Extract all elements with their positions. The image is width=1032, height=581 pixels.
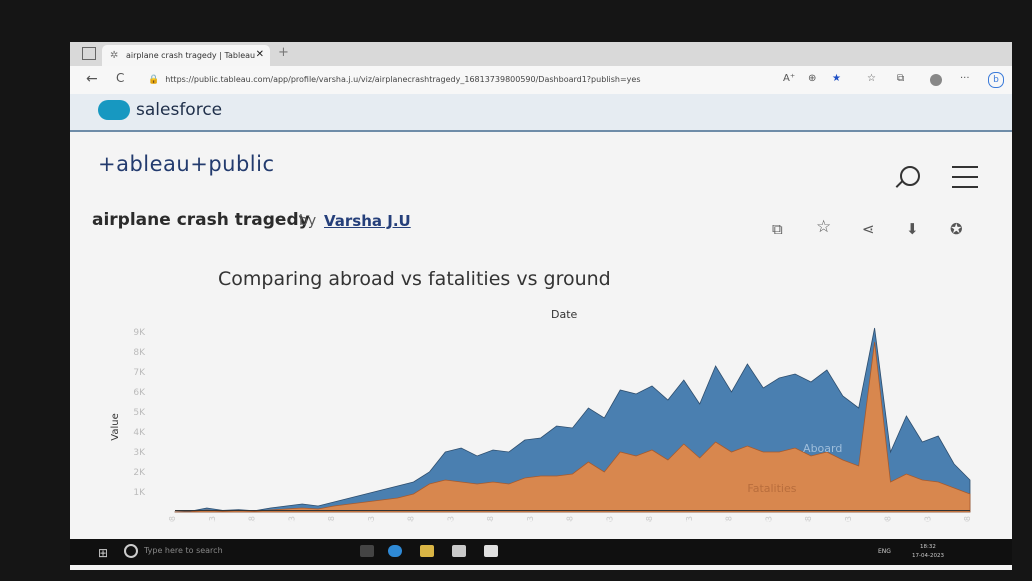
cortana-icon[interactable] xyxy=(124,544,138,558)
x-tick-label: 1988 xyxy=(804,516,813,522)
x-axis-label: Date xyxy=(551,308,578,321)
browser-window: ▢ ✲ airplane crash tragedy | Tableau ✕ +… xyxy=(70,42,1012,570)
x-tick-label: 1953 xyxy=(526,516,535,522)
x-tick-label: 1908 xyxy=(168,516,177,522)
file-explorer-icon[interactable] xyxy=(420,545,434,557)
bing-icon[interactable]: b xyxy=(988,72,1004,88)
x-tick-label: 1973 xyxy=(685,516,694,522)
area-chart: Value 1K 2K 3K 4K 5K 6K 7K 8K 9K Aboard Fatalities 1… xyxy=(110,327,972,522)
tray-lang[interactable]: ENG xyxy=(878,548,891,555)
edge-icon[interactable] xyxy=(388,545,402,557)
y-axis-label: Value xyxy=(110,413,121,440)
store-icon[interactable] xyxy=(452,545,466,557)
y-tick-label: 7K xyxy=(133,368,146,378)
x-tick-label: 1958 xyxy=(566,516,575,522)
favorite-icon[interactable]: ☆ xyxy=(816,217,832,237)
x-tick-label: 1918 xyxy=(248,516,257,522)
tab-close-icon[interactable]: ✕ xyxy=(255,49,264,60)
more-menu-icon[interactable]: ··· xyxy=(960,73,970,84)
chart-title: Comparing abroad vs fatalities vs ground xyxy=(218,268,611,290)
viz-by-label: by xyxy=(299,213,317,229)
hamburger-menu-icon[interactable] xyxy=(952,166,978,188)
series-label-aboard: Aboard xyxy=(803,442,842,455)
copy-icon[interactable]: ⧉ xyxy=(772,220,783,238)
read-aloud-icon[interactable]: A⁺ xyxy=(783,73,796,84)
new-tab-button[interactable]: + xyxy=(278,45,289,60)
browser-tab[interactable]: ✲ airplane crash tragedy | Tableau ✕ xyxy=(102,45,270,66)
tableau-favicon-icon: ✲ xyxy=(110,50,119,61)
mail-icon[interactable] xyxy=(484,545,498,557)
series-area-fatalities[interactable] xyxy=(174,341,971,513)
badge-icon[interactable]: ✪ xyxy=(950,220,963,238)
x-tick-label: 1948 xyxy=(486,516,495,522)
x-tick-label: 1933 xyxy=(367,516,376,522)
windows-start-icon[interactable]: ⊞ xyxy=(98,546,109,560)
y-tick-label: 8K xyxy=(133,348,146,358)
y-tick-label: 2K xyxy=(133,468,146,478)
lock-icon: 🔒 xyxy=(148,75,160,85)
tab-title: airplane crash tragedy | Tableau xyxy=(126,51,256,60)
task-view-icon[interactable] xyxy=(360,545,374,557)
x-tick-label: 1963 xyxy=(605,516,614,522)
y-tick-label: 6K xyxy=(133,388,146,398)
y-tick-label: 4K xyxy=(133,428,146,438)
back-icon[interactable]: ← xyxy=(86,71,98,87)
url-text: https://public.tableau.com/app/profile/v… xyxy=(165,75,641,84)
taskbar-search-input[interactable]: Type here to search xyxy=(144,546,223,555)
x-tick-label: 1983 xyxy=(764,516,773,522)
clock-time: 18:32 xyxy=(920,544,936,550)
address-bar-row: ← C 🔒 https://public.tableau.com/app/prof… xyxy=(70,66,1012,95)
clock-date: 17-04-2023 xyxy=(912,553,944,559)
y-tick-label: 5K xyxy=(133,408,146,418)
y-tick-label: 9K xyxy=(133,328,146,338)
x-tick-label: 2008 xyxy=(963,516,972,522)
series-label-fatalities: Fatalities xyxy=(747,482,796,495)
windows-taskbar: ⊞ Type here to search ENG 18:32 17-04-20… xyxy=(70,539,1012,565)
address-input[interactable]: 🔒 https://public.tableau.com/app/profile/… xyxy=(148,71,778,89)
download-icon[interactable]: ⬇ xyxy=(906,220,919,238)
salesforce-banner: salesforce xyxy=(70,94,1012,132)
x-tick-label: 1993 xyxy=(844,516,853,522)
favorites-icon[interactable]: ☆ xyxy=(867,73,876,84)
x-tick-label: 1913 xyxy=(208,516,217,522)
search-icon[interactable] xyxy=(900,166,920,186)
x-tick-label: 1938 xyxy=(407,516,416,522)
x-tick-label: 1968 xyxy=(645,516,654,522)
refresh-icon[interactable]: C xyxy=(116,71,125,85)
x-tick-label: 1928 xyxy=(327,516,336,522)
tableau-public-logo[interactable]: +ableau+public xyxy=(98,152,275,176)
collections-icon[interactable]: ⧉ xyxy=(897,73,905,84)
x-tick-label: 2003 xyxy=(923,516,932,522)
viz-title: airplane crash tragedy xyxy=(92,210,310,230)
y-tick-label: 3K xyxy=(133,448,146,458)
profile-avatar[interactable] xyxy=(930,74,942,86)
zoom-icon[interactable]: ⊕ xyxy=(808,73,817,84)
favorite-star-icon[interactable]: ★ xyxy=(832,73,841,84)
salesforce-brand[interactable]: salesforce xyxy=(136,100,223,120)
tab-bar: ▢ ✲ airplane crash tragedy | Tableau ✕ + xyxy=(70,42,1012,66)
author-link[interactable]: Varsha J.U xyxy=(324,212,411,230)
x-tick-label: 1923 xyxy=(287,516,296,522)
window-menu-icon[interactable]: ▢ xyxy=(82,47,96,60)
taskbar-clock[interactable]: 18:32 17-04-2023 xyxy=(912,543,944,561)
salesforce-cloud-logo xyxy=(98,100,130,120)
x-tick-label: 1978 xyxy=(725,516,734,522)
share-icon[interactable]: ⋖ xyxy=(862,220,875,238)
x-tick-label: 1998 xyxy=(884,516,893,522)
x-tick-label: 1943 xyxy=(446,516,455,522)
y-tick-label: 1K xyxy=(133,488,146,498)
